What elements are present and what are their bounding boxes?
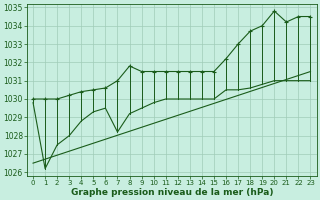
X-axis label: Graphe pression niveau de la mer (hPa): Graphe pression niveau de la mer (hPa) [70, 188, 273, 197]
